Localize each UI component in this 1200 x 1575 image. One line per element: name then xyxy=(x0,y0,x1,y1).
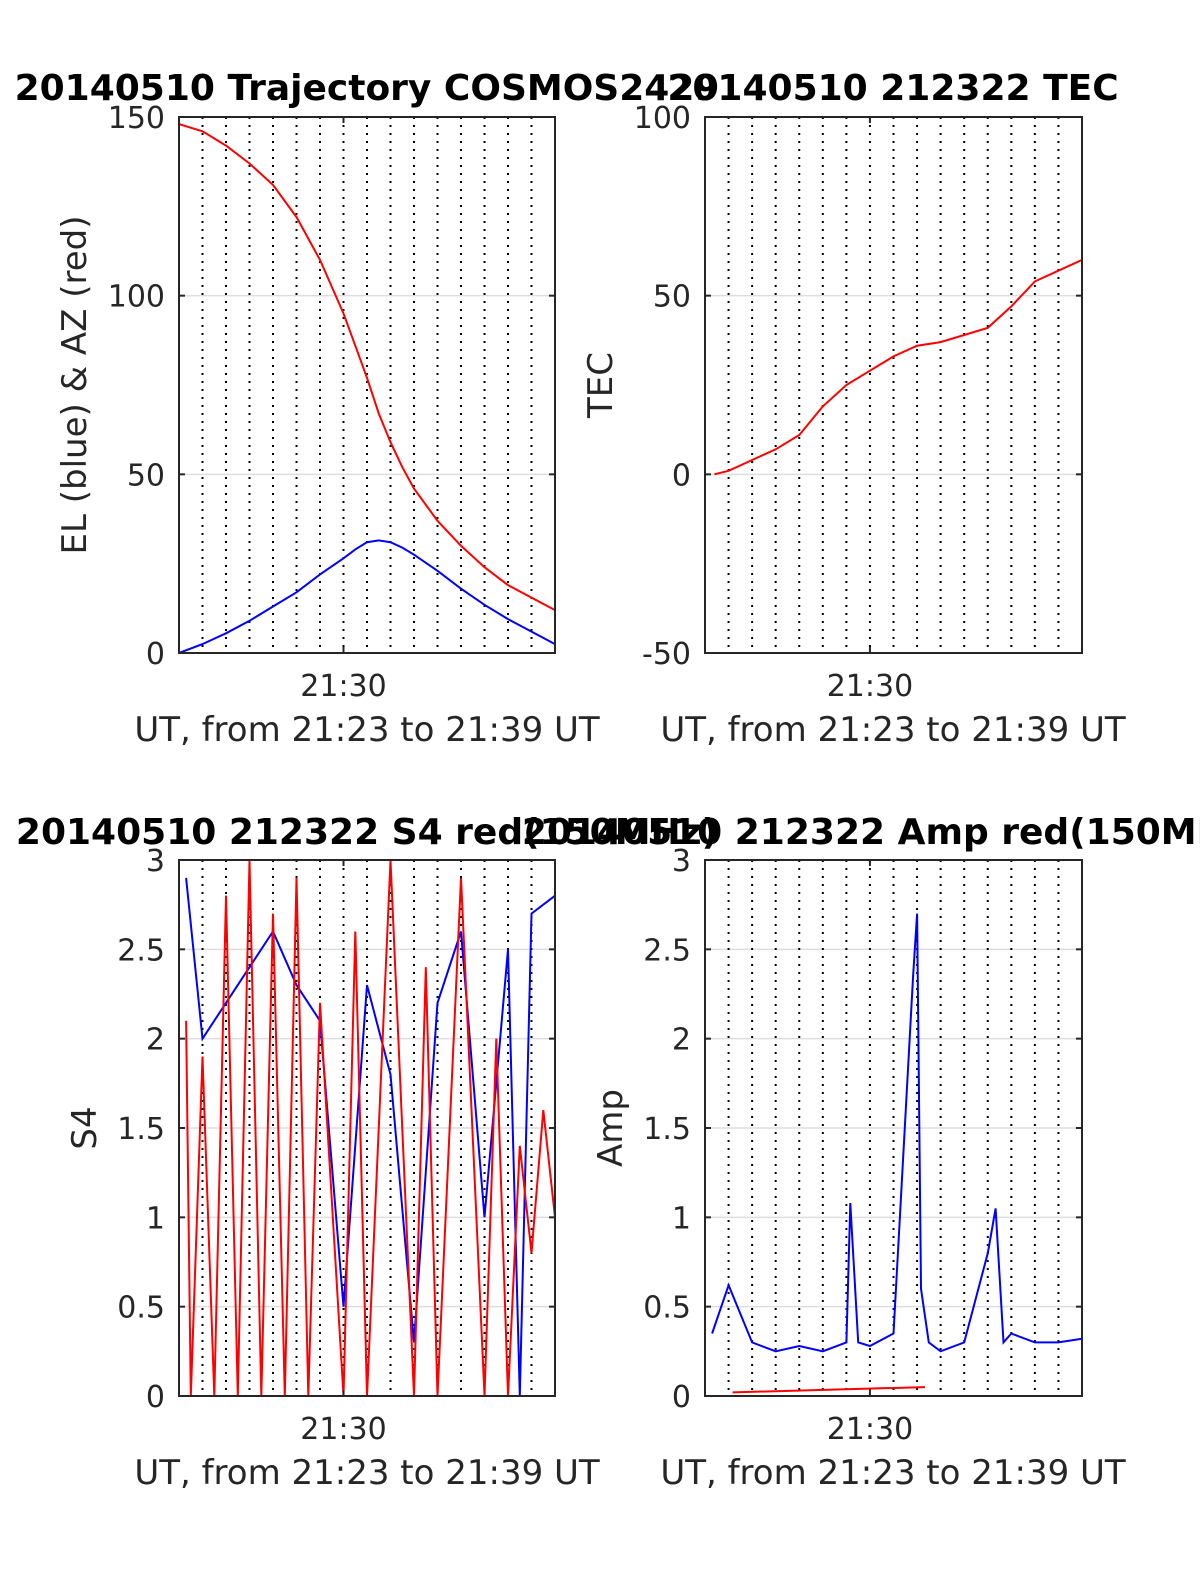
data-series-line xyxy=(714,258,1082,476)
y-axis-label: EL (blue) & AZ (red) xyxy=(55,215,95,554)
panel-amp: 20140510 212322 Amp red(150MHz) Amp UT, … xyxy=(522,812,1200,1493)
y-tick-label: 0 xyxy=(146,1380,165,1415)
chart-title: 20140510 Trajectory COSMOS2429 xyxy=(15,68,720,109)
y-tick-label: 3 xyxy=(146,844,165,879)
y-tick-label: 3 xyxy=(672,844,691,879)
y-axis-label: Amp xyxy=(591,1089,631,1167)
y-tick-label: 0.5 xyxy=(643,1291,691,1326)
plot-frame xyxy=(704,116,1083,654)
y-axis-label: S4 xyxy=(65,1106,105,1149)
y-tick-label: 50 xyxy=(653,280,691,315)
plot-frame xyxy=(178,116,556,654)
data-series-line xyxy=(185,877,555,1396)
x-axis-label: UT, from 21:23 to 21:39 UT xyxy=(660,1453,1126,1493)
data-series-line xyxy=(179,539,555,653)
y-tick-label: 0 xyxy=(146,637,165,672)
y-tick-label: 2 xyxy=(672,1023,691,1058)
data-series-line xyxy=(711,913,1082,1353)
y-tick-label: 1.5 xyxy=(643,1112,691,1147)
chart-title: 20140510 212322 Amp red(150MHz) xyxy=(522,812,1200,853)
data-series-line xyxy=(179,123,555,611)
chart-title: 20140510 212322 S4 red(150MHz) xyxy=(16,812,718,853)
panel-s4: 20140510 212322 S4 red(150MHz) S4 UT, fr… xyxy=(16,812,718,1493)
y-tick-label: 1.5 xyxy=(117,1112,165,1147)
y-tick-label: 1 xyxy=(146,1201,165,1236)
y-tick-label: 100 xyxy=(634,101,691,136)
y-axis-label: TEC xyxy=(581,352,621,419)
chart-title: 20140510 212322 TEC xyxy=(667,68,1118,109)
y-tick-label: 100 xyxy=(108,280,165,315)
data-series-line xyxy=(185,860,555,1396)
y-tick-label: 50 xyxy=(127,458,165,493)
x-tick-label: 21:30 xyxy=(827,1412,913,1447)
y-tick-label: 2.5 xyxy=(643,933,691,968)
y-tick-label: 0 xyxy=(672,458,691,493)
x-axis-label: UT, from 21:23 to 21:39 UT xyxy=(134,710,600,750)
x-tick-label: 21:30 xyxy=(827,669,913,704)
y-tick-label: -50 xyxy=(642,637,691,672)
y-tick-label: 0 xyxy=(672,1380,691,1415)
panel-trajectory: 20140510 Trajectory COSMOS2429 EL (blue)… xyxy=(15,68,720,750)
data-series-line xyxy=(732,1386,925,1394)
y-tick-label: 0.5 xyxy=(117,1291,165,1326)
x-tick-label: 21:30 xyxy=(300,1412,386,1447)
y-tick-label: 2.5 xyxy=(117,933,165,968)
panel-tec: 20140510 212322 TEC TEC UT, from 21:23 t… xyxy=(581,68,1126,750)
x-tick-label: 21:30 xyxy=(300,669,386,704)
x-axis-label: UT, from 21:23 to 21:39 UT xyxy=(134,1453,600,1493)
y-tick-label: 150 xyxy=(108,101,165,136)
y-tick-label: 1 xyxy=(672,1201,691,1236)
y-tick-label: 2 xyxy=(146,1023,165,1058)
x-axis-label: UT, from 21:23 to 21:39 UT xyxy=(660,710,1126,750)
